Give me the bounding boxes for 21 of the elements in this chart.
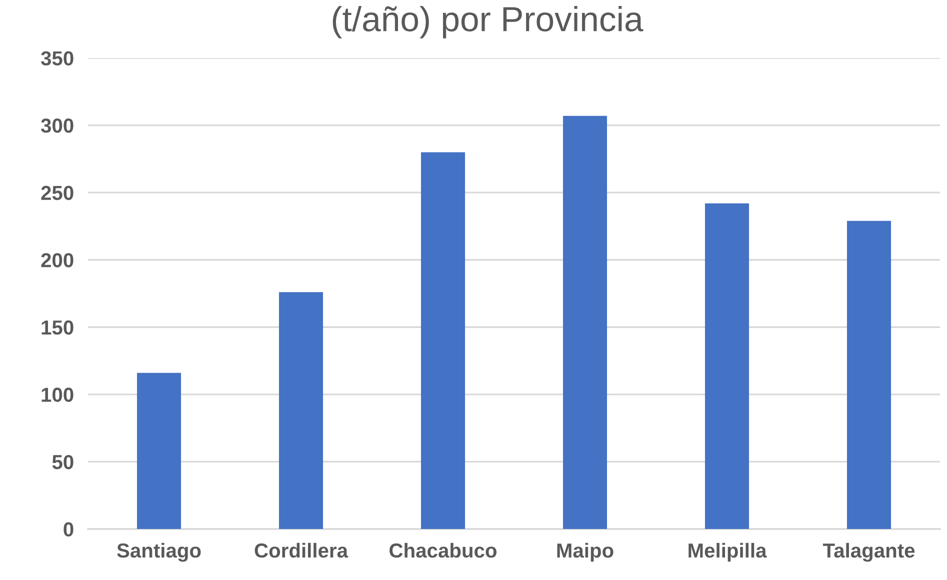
x-tick-label: Cordillera bbox=[254, 542, 348, 558]
y-tick-label: 150 bbox=[42, 320, 74, 335]
y-tick-label: 200 bbox=[41, 253, 74, 268]
bar bbox=[420, 152, 466, 529]
bar bbox=[704, 203, 750, 529]
x-tick-label: Chacabuco bbox=[390, 542, 496, 558]
y-tick-label: 300 bbox=[40, 118, 74, 133]
bar bbox=[278, 292, 324, 529]
y-tick-label: 350 bbox=[40, 51, 74, 66]
y-tick-label: 250 bbox=[41, 186, 74, 200]
x-tick-label: Melipilla bbox=[688, 542, 767, 562]
y-tick-label: 50 bbox=[52, 454, 74, 470]
bar bbox=[846, 220, 892, 529]
x-tick-label: Maipo bbox=[557, 542, 614, 562]
x-tick-label: Talagante bbox=[822, 542, 915, 562]
bar bbox=[136, 372, 182, 529]
y-tick-label: 100 bbox=[42, 388, 74, 402]
bar bbox=[562, 116, 608, 529]
y-tick-label: 0 bbox=[64, 522, 74, 536]
x-tick-label: Santiago bbox=[117, 542, 201, 562]
chart-title: (t/año) por Provincia bbox=[332, 6, 644, 38]
